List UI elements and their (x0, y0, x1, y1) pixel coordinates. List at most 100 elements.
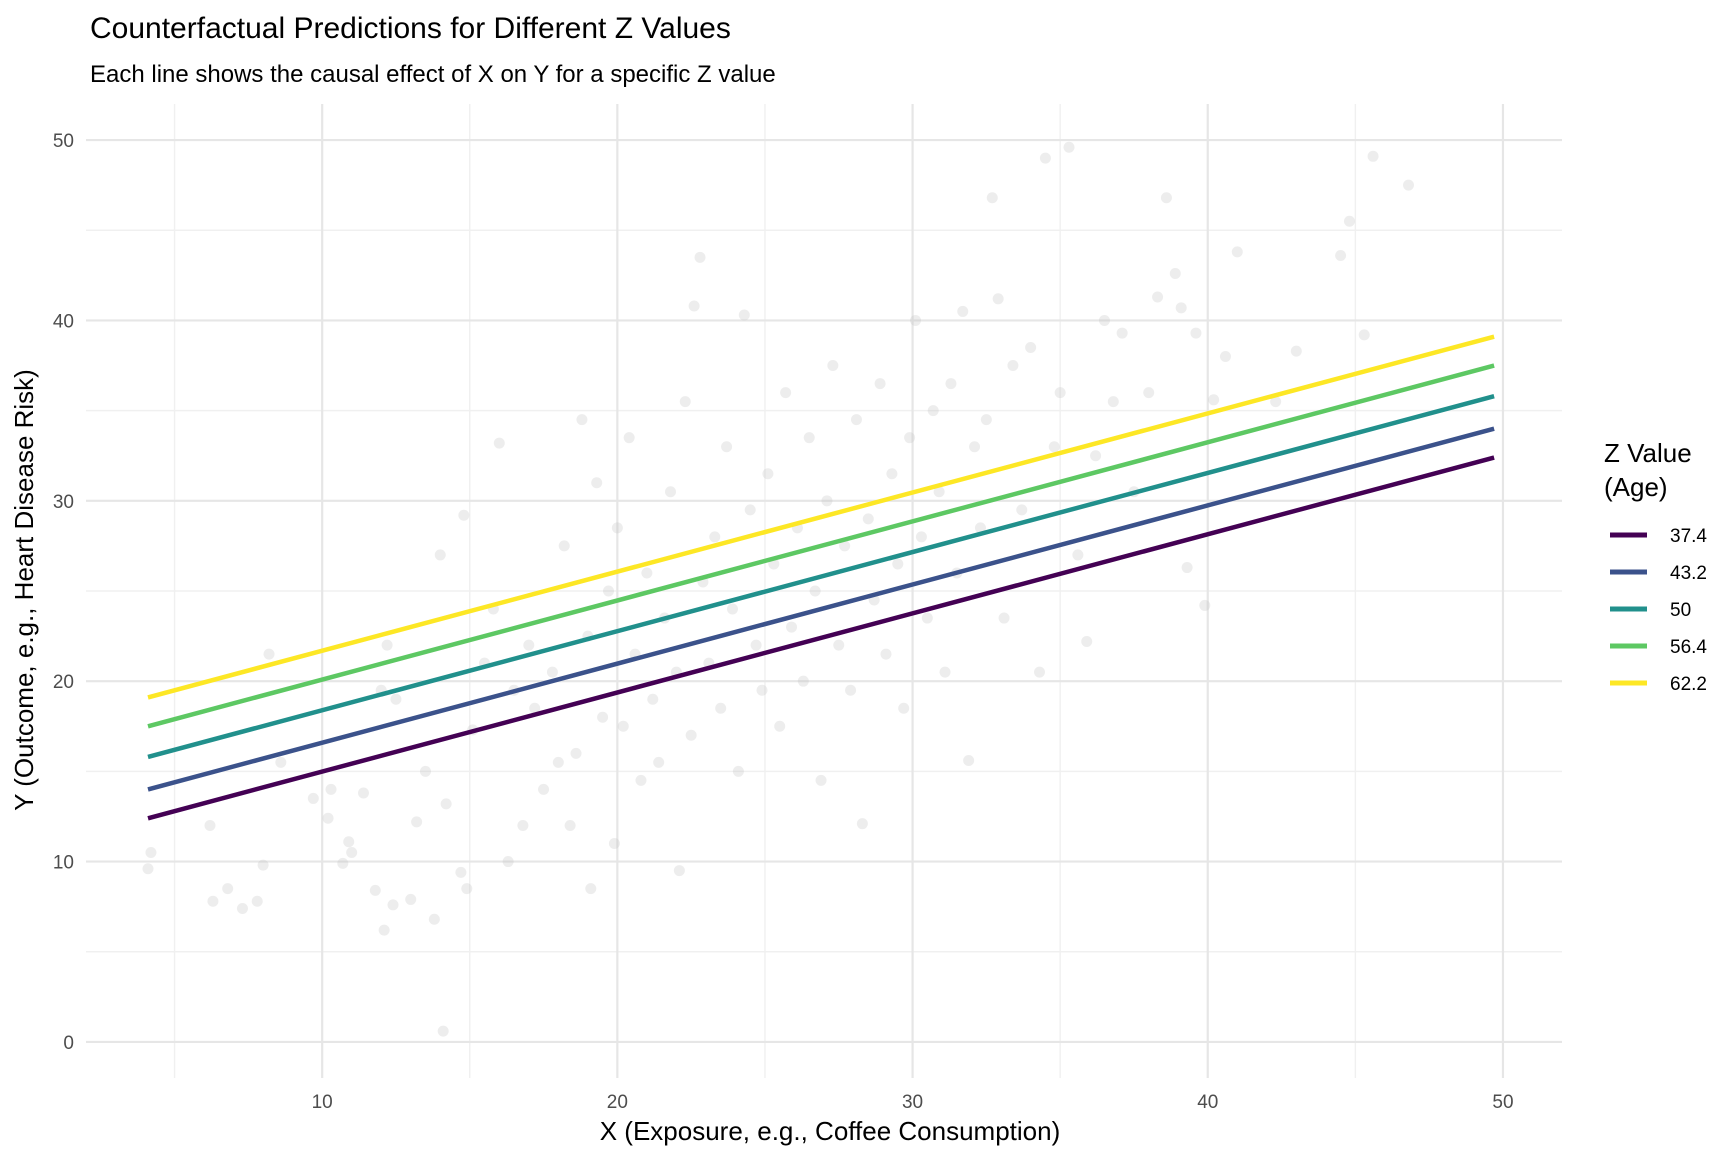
scatter-point (458, 509, 470, 521)
scatter-point (898, 702, 910, 714)
scatter-point (910, 314, 922, 326)
scatter-point (434, 549, 446, 561)
chart-subtitle: Each line shows the causal effect of X o… (90, 61, 776, 88)
scatter-point (1367, 150, 1379, 162)
scatter-point (685, 729, 697, 741)
scatter-point (558, 540, 570, 552)
scatter-point (552, 756, 564, 768)
scatter-point (461, 883, 473, 895)
scatter-point (608, 838, 620, 850)
scatter-point (1358, 329, 1370, 341)
scatter-point (732, 765, 744, 777)
scatter-point (585, 883, 597, 895)
y-tick-label: 20 (53, 672, 74, 693)
scatter-point (969, 441, 981, 453)
scatter-point (1160, 192, 1172, 204)
scatter-point (815, 774, 827, 786)
scatter-point (1007, 360, 1019, 372)
scatter-point (1199, 599, 1211, 611)
scatter-point (307, 792, 319, 804)
x-tick-label: 10 (312, 1092, 333, 1113)
scatter-point (915, 531, 927, 543)
scatter-point (617, 720, 629, 732)
scatter-point (998, 612, 1010, 624)
scatter-point (257, 859, 269, 871)
scatter-point (251, 895, 263, 907)
scatter-point (204, 819, 216, 831)
scatter-point (786, 621, 798, 633)
scatter-point (845, 684, 857, 696)
scatter-point (381, 639, 393, 651)
scatter-point (1063, 141, 1075, 153)
scatter-point (803, 432, 815, 444)
scatter-point (839, 540, 851, 552)
scatter-point (1025, 342, 1037, 353)
scatter-point (207, 895, 219, 907)
scatter-point (933, 486, 945, 498)
scatter-point (992, 293, 1004, 305)
scatter-point (874, 378, 886, 390)
scatter-point (780, 387, 792, 399)
scatter-point (762, 468, 774, 480)
scatter-point (322, 812, 334, 824)
scatter-point (750, 639, 762, 651)
scatter-point (1208, 394, 1220, 406)
scatter-point (927, 405, 939, 417)
scatter-point (387, 899, 399, 911)
y-tick-label: 50 (53, 131, 74, 152)
scatter-point (263, 648, 275, 660)
scatter-point (1033, 666, 1045, 678)
scatter-point (357, 787, 369, 799)
series-line-62-2 (147, 334, 1495, 700)
legend-title-line1: Z Value (1604, 438, 1692, 468)
scatter-point (963, 755, 975, 767)
scatter-point (945, 378, 957, 390)
scatter-point (856, 818, 868, 830)
scatter-point (1181, 562, 1193, 574)
scatter-point (455, 866, 467, 878)
scatter-point (222, 883, 234, 895)
scatter-point (1190, 327, 1202, 339)
scatter-point (517, 819, 529, 831)
legend-label: 56.4 (1670, 637, 1707, 658)
scatter-point (880, 648, 892, 660)
scatter-point (797, 675, 809, 687)
scatter-point (1090, 450, 1102, 462)
scatter-point (1335, 250, 1347, 262)
scatter-point (726, 603, 738, 615)
scatter-point (145, 847, 157, 859)
scatter-point (721, 441, 733, 453)
series-line-50 (147, 394, 1495, 760)
scatter-point (986, 192, 998, 204)
scatter-point (1116, 327, 1128, 339)
scatter-point (1098, 314, 1110, 326)
scatter-point (850, 414, 862, 426)
y-tick-label: 10 (53, 853, 74, 874)
y-axis-title: Y (Outcome, e.g., Heart Disease Risk) (9, 369, 39, 811)
scatter-point (1107, 396, 1119, 408)
scatter-point (275, 756, 287, 768)
legend-label: 62.2 (1670, 674, 1707, 695)
scatter-point (715, 702, 727, 714)
scatter-point (419, 765, 431, 777)
scatter-point (833, 639, 845, 651)
scatter-point (679, 396, 691, 408)
scatter-point (744, 504, 756, 516)
scatter-point (1152, 291, 1164, 303)
scatter-point (939, 666, 951, 678)
scatter-point (597, 711, 609, 723)
scatter-point (405, 893, 417, 905)
scatter-point (688, 300, 700, 312)
y-tick-label: 30 (53, 492, 74, 513)
x-tick-label: 20 (607, 1092, 628, 1113)
scatter-point (821, 495, 833, 507)
scatter-point (576, 414, 588, 426)
scatter-point (440, 798, 452, 810)
scatter-point (591, 477, 603, 489)
scatter-point (1048, 441, 1060, 453)
scatter-point (641, 567, 653, 579)
scatter-point (1175, 302, 1187, 314)
scatter-point (957, 305, 969, 317)
scatter-point (369, 884, 381, 896)
